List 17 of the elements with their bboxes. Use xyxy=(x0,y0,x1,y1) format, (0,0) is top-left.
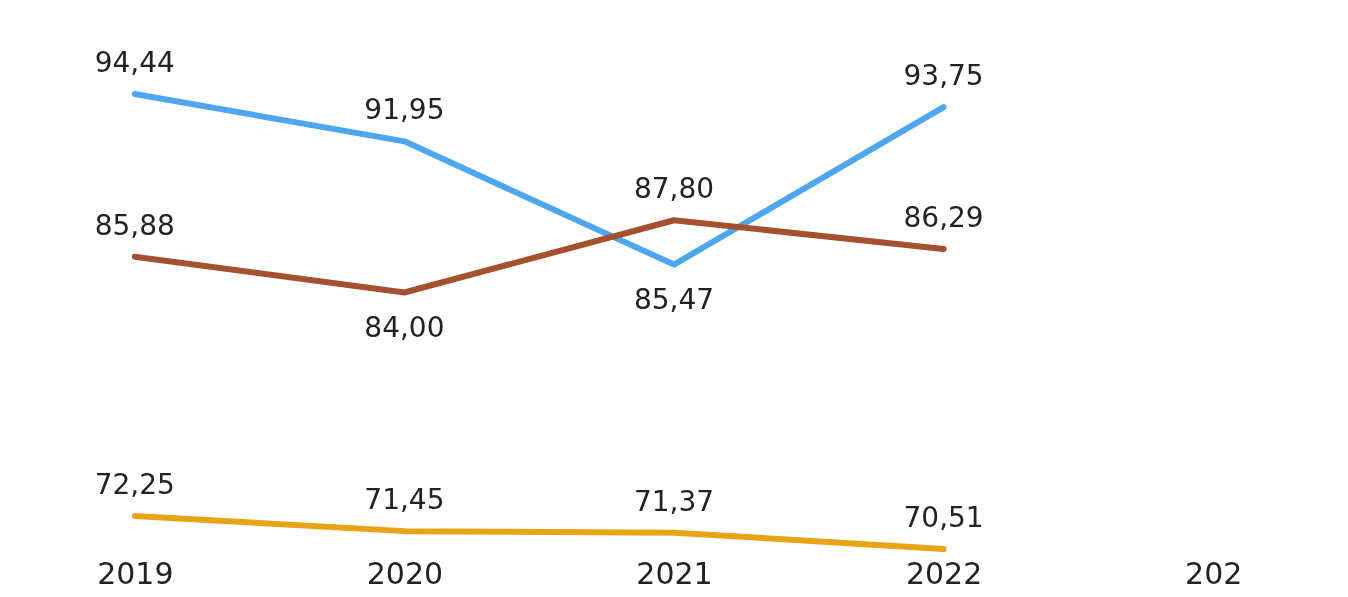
data-label: 94,44 xyxy=(94,46,175,79)
data-label: 86,29 xyxy=(903,200,984,234)
x-tick-label: 2019 xyxy=(97,555,174,591)
x-tick-label: 2021 xyxy=(636,555,713,591)
data-label: 85,88 xyxy=(94,208,175,242)
data-label: 70,51 xyxy=(903,501,984,534)
data-label: 91,95 xyxy=(364,93,445,127)
data-label: 84,00 xyxy=(364,310,445,344)
data-label: 93,75 xyxy=(903,59,984,93)
x-tick-label: 2022 xyxy=(905,555,983,591)
data-label: 87,80 xyxy=(633,172,715,206)
data-label: 71,45 xyxy=(364,483,445,517)
x-tick-label: 202 xyxy=(1185,555,1243,591)
data-label: 72,25 xyxy=(94,467,175,501)
data-label: 71,37 xyxy=(633,484,715,518)
x-tick-label: 2020 xyxy=(366,555,444,591)
data-label: 85,47 xyxy=(633,282,715,316)
